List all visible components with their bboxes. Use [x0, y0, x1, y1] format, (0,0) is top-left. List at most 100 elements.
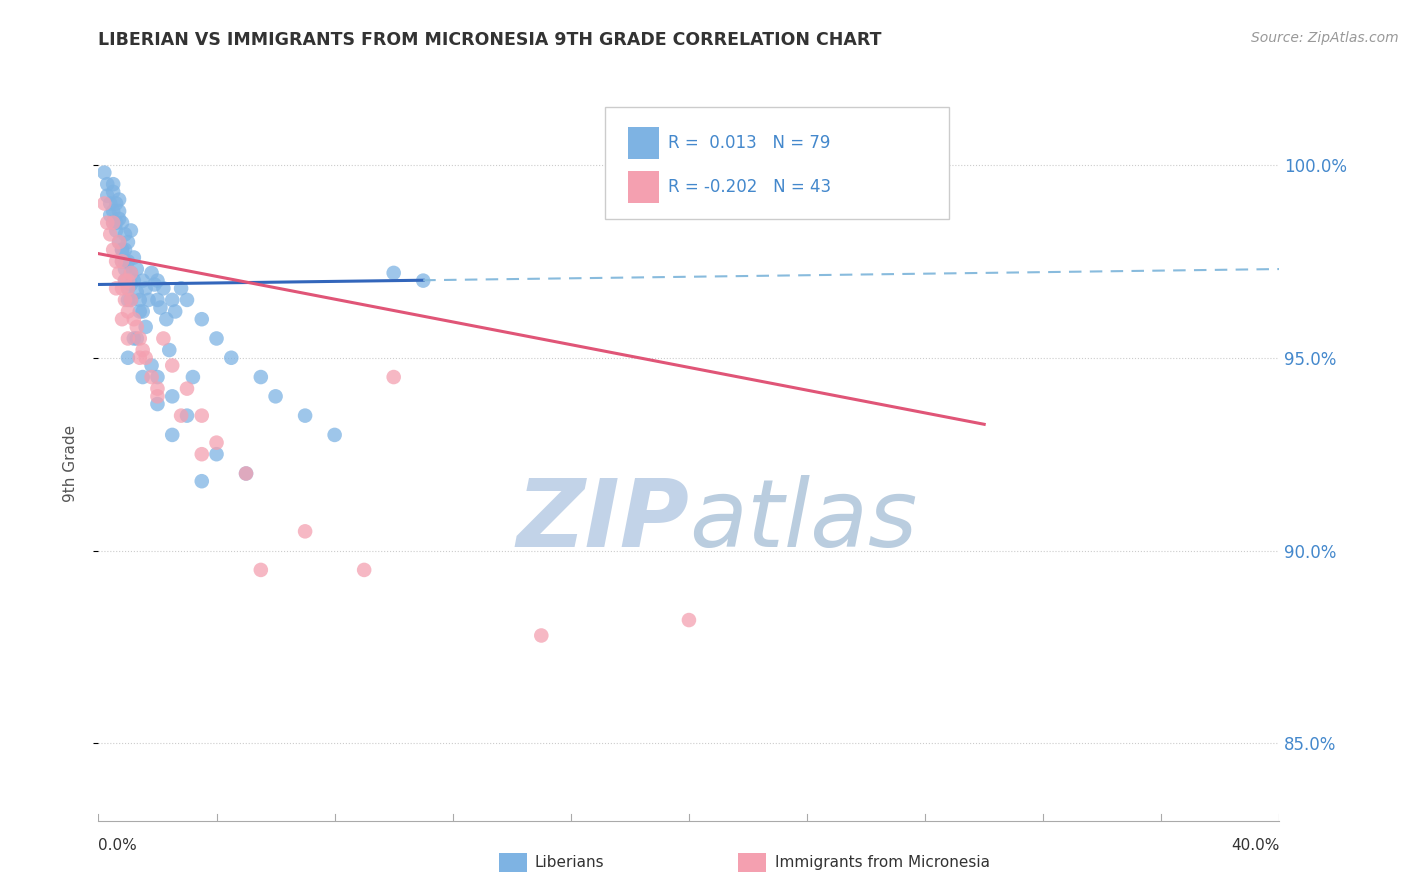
Point	[96, 177, 118, 191]
Point	[98, 227, 121, 242]
Point	[382, 266, 405, 280]
Point	[235, 467, 257, 481]
Point	[103, 243, 125, 257]
Point	[191, 474, 214, 488]
Point	[132, 304, 155, 318]
Point	[103, 177, 125, 191]
Point	[114, 293, 136, 307]
Point	[155, 312, 177, 326]
Point	[108, 235, 131, 249]
Text: ZIP: ZIP	[516, 475, 689, 567]
Point	[103, 204, 125, 219]
Point	[141, 370, 163, 384]
Point	[146, 293, 169, 307]
Point	[103, 216, 125, 230]
Point	[141, 359, 163, 373]
Point	[111, 312, 134, 326]
Point	[146, 397, 169, 411]
Point	[122, 274, 145, 288]
Point	[165, 304, 187, 318]
Point	[146, 389, 169, 403]
Point	[132, 274, 155, 288]
Point	[176, 293, 198, 307]
Point	[114, 274, 136, 288]
Point	[678, 613, 700, 627]
Point	[96, 188, 118, 202]
Point	[111, 243, 134, 257]
Point	[117, 331, 139, 345]
Point	[122, 312, 145, 326]
Point	[157, 343, 180, 357]
Point	[138, 293, 160, 307]
Point	[146, 274, 169, 288]
Point	[128, 351, 150, 365]
Text: R = -0.202   N = 43: R = -0.202 N = 43	[668, 178, 831, 196]
Point	[125, 285, 148, 300]
Point	[135, 281, 157, 295]
Point	[235, 467, 257, 481]
Point	[170, 281, 193, 295]
Point	[191, 312, 214, 326]
Text: 0.0%: 0.0%	[98, 838, 138, 854]
Point	[120, 293, 142, 307]
Point	[294, 409, 316, 423]
Point	[530, 628, 553, 642]
Point	[141, 266, 163, 280]
Point	[294, 524, 316, 539]
Point	[122, 251, 145, 265]
Point	[111, 254, 134, 268]
Point	[412, 274, 434, 288]
Point	[125, 262, 148, 277]
Point	[132, 343, 155, 357]
Point	[105, 196, 128, 211]
Point	[117, 281, 139, 295]
Point	[264, 389, 287, 403]
Point	[114, 274, 136, 288]
Point	[105, 254, 128, 268]
Point	[162, 359, 183, 373]
Point	[98, 208, 121, 222]
Point	[114, 227, 136, 242]
Point	[125, 331, 148, 345]
Point	[120, 223, 142, 237]
Point	[125, 319, 148, 334]
Point	[205, 447, 228, 461]
Point	[382, 370, 405, 384]
Point	[250, 370, 273, 384]
Point	[114, 262, 136, 277]
Point	[117, 281, 139, 295]
Point	[250, 563, 273, 577]
Point	[108, 193, 131, 207]
Text: Immigrants from Micronesia: Immigrants from Micronesia	[775, 855, 990, 870]
Point	[108, 204, 131, 219]
Text: LIBERIAN VS IMMIGRANTS FROM MICRONESIA 9TH GRADE CORRELATION CHART: LIBERIAN VS IMMIGRANTS FROM MICRONESIA 9…	[98, 31, 882, 49]
Point	[120, 266, 142, 280]
Point	[143, 277, 166, 292]
Point	[132, 370, 155, 384]
Point	[105, 216, 128, 230]
Point	[170, 409, 193, 423]
Point	[162, 389, 183, 403]
Point	[221, 351, 243, 365]
Point	[176, 409, 198, 423]
Point	[149, 301, 172, 315]
Text: atlas: atlas	[689, 475, 917, 566]
Text: 40.0%: 40.0%	[1232, 838, 1279, 854]
Point	[111, 281, 134, 295]
Point	[135, 319, 157, 334]
Point	[120, 293, 142, 307]
Point	[98, 196, 121, 211]
Point	[152, 331, 174, 345]
Point	[181, 370, 204, 384]
Point	[117, 235, 139, 249]
Point	[103, 185, 125, 199]
Point	[117, 304, 139, 318]
Point	[117, 274, 139, 288]
Point	[176, 382, 198, 396]
Point	[146, 382, 169, 396]
Point	[205, 331, 228, 345]
Point	[152, 281, 174, 295]
Point	[191, 447, 214, 461]
Point	[162, 293, 183, 307]
Point	[114, 254, 136, 268]
